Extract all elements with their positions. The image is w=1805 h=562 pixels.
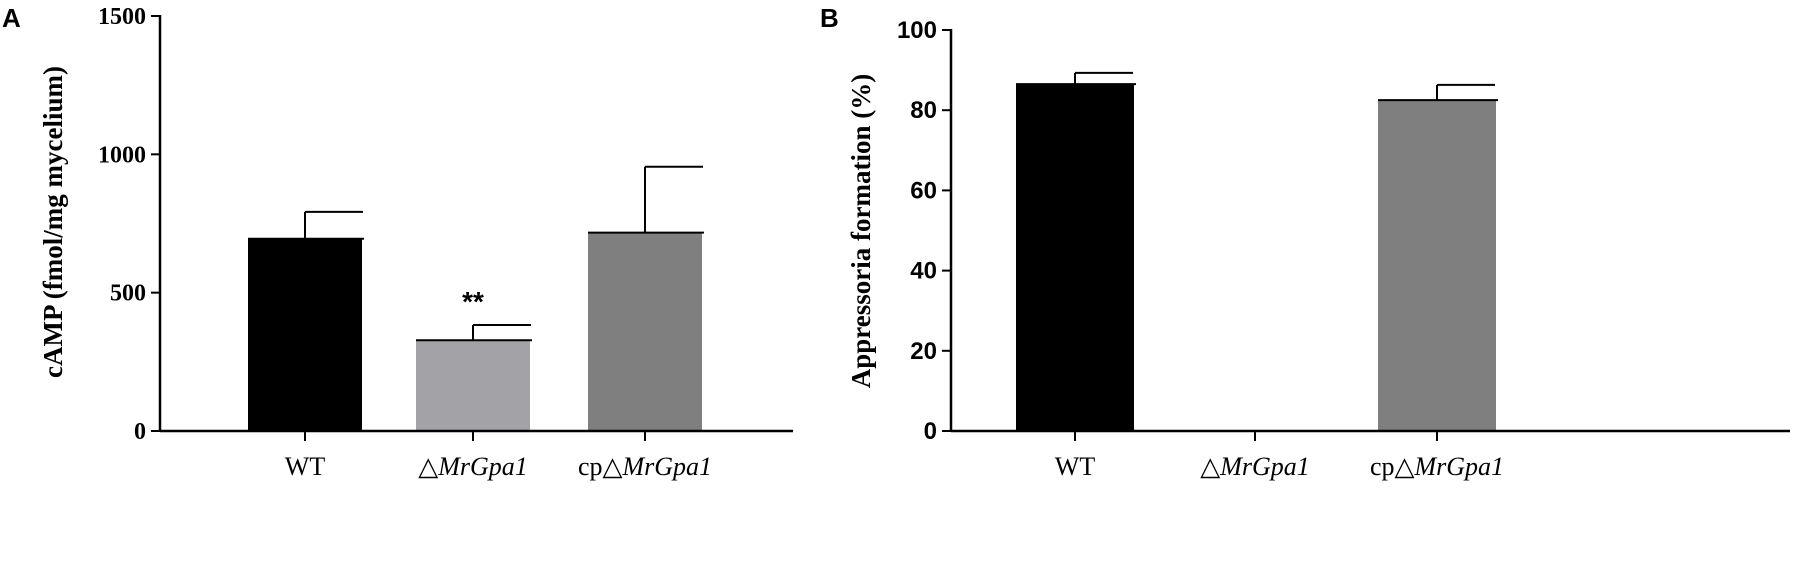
x-label-symbol: △	[1394, 452, 1414, 481]
x-label-plain: WT	[1055, 452, 1096, 481]
bar	[416, 340, 530, 431]
y-tick-label: 500	[110, 281, 146, 307]
bar	[1016, 84, 1134, 431]
x-label-symbol: △	[602, 452, 622, 481]
x-label-italic: Mr	[1219, 452, 1253, 481]
bar	[588, 232, 702, 431]
x-category-label: WT	[285, 452, 326, 481]
x-category-label: △MrGpa1	[1200, 452, 1310, 481]
y-tick-label: 80	[910, 97, 937, 124]
panel-a-y-axis-title: cAMP (fmol/mg mycelium)	[38, 66, 68, 378]
x-label-plain: Gpa1	[470, 452, 528, 481]
panel-b-y-axis-title: Appressoria formation (%)	[846, 74, 876, 388]
y-tick-label: 1500	[98, 4, 146, 30]
y-tick-label: 100	[897, 17, 937, 44]
x-category-label: △MrGpa1	[418, 452, 528, 481]
panel-b-x-labels: WT △MrGpa1 cp△MrGpa1	[1055, 452, 1504, 481]
x-label-plain: WT	[285, 452, 326, 481]
y-tick-label: 1000	[98, 142, 146, 168]
bar	[248, 238, 362, 431]
x-label-prefix: cp	[1370, 452, 1395, 481]
x-label-symbol: △	[1200, 452, 1220, 481]
y-tick-label: 40	[910, 258, 937, 285]
x-label-italic: Mr	[1413, 452, 1447, 481]
panel-b-y-ticks: 0 20 40 60 80 100	[897, 17, 951, 445]
y-tick-label: 0	[924, 418, 937, 445]
panel-b: B Appressoria formation (%) 0 20 40 60 80 100…	[820, 3, 1790, 481]
x-label-italic: Mr	[621, 452, 655, 481]
x-label-plain: Gpa1	[1446, 452, 1504, 481]
x-category-label: cp△MrGpa1	[1370, 452, 1504, 481]
bar	[1378, 100, 1496, 432]
panel-a-x-labels: WT △MrGpa1 cp△MrGpa1	[285, 452, 712, 481]
y-tick-label: 0	[134, 419, 146, 445]
panel-b-bars	[1016, 71, 1498, 432]
y-tick-label: 20	[910, 338, 937, 365]
x-category-label: cp△MrGpa1	[578, 452, 712, 481]
panel-a-bars: **	[248, 165, 704, 431]
x-label-plain: Gpa1	[654, 452, 712, 481]
y-tick-label: 60	[910, 177, 937, 204]
x-label-italic: Mr	[437, 452, 471, 481]
panel-b-letter: B	[820, 3, 839, 33]
x-label-prefix: cp	[578, 452, 603, 481]
x-label-plain: Gpa1	[1252, 452, 1310, 481]
panel-b-axes	[949, 29, 1790, 441]
x-label-symbol: △	[418, 452, 438, 481]
x-category-label: WT	[1055, 452, 1096, 481]
panel-a-axes	[158, 15, 793, 441]
significance-label: **	[462, 286, 484, 317]
panel-a-y-ticks: 0 500 1000 1500	[98, 4, 160, 445]
panel-a-letter: A	[2, 3, 21, 33]
panel-a: A cAMP (fmol/mg mycelium) 0 500 1000 1500 *…	[2, 3, 793, 481]
